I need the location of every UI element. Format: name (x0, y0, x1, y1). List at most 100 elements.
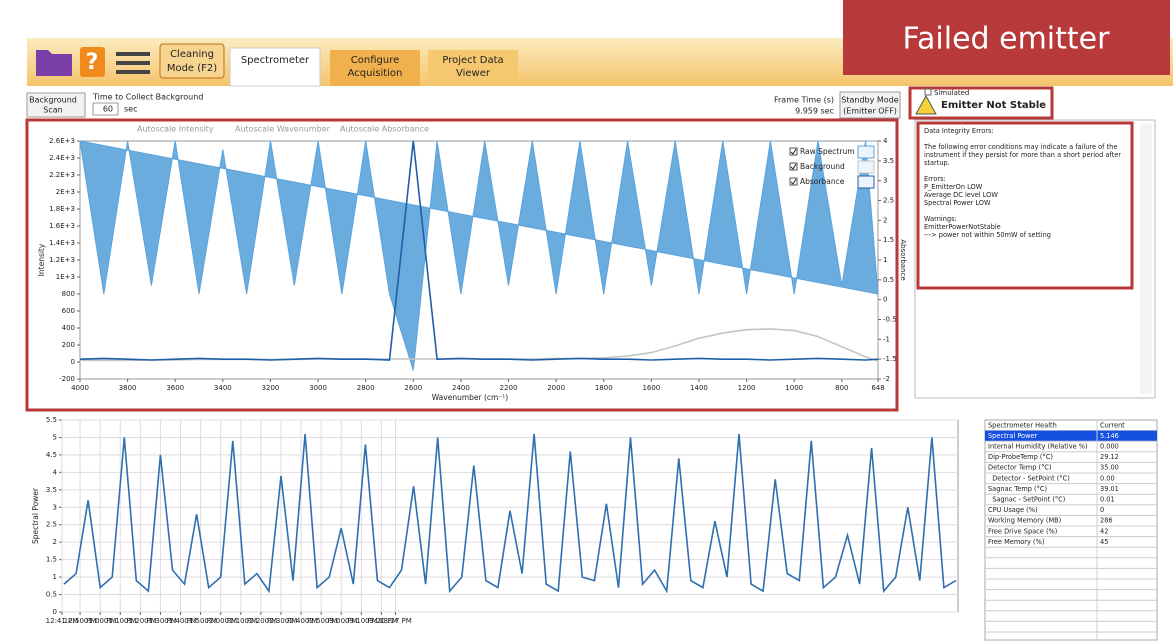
x-tick-label: 648 (871, 384, 884, 392)
table-cell: Internal Humidity (Relative %) (988, 443, 1088, 451)
annotation: Failed emitter (903, 22, 1111, 57)
table-cell: Working Memory (MB) (988, 517, 1061, 525)
table-cell: 45 (1100, 538, 1108, 546)
x-tick-label: 2800 (357, 384, 375, 392)
table-cell: Free Memory (%) (988, 538, 1044, 546)
legend-label: Raw Spectrum (800, 147, 855, 156)
x-tick-label: 1400 (690, 384, 708, 392)
table-cell: Sagnac Temp (°C) (988, 485, 1047, 493)
legend-check (790, 163, 797, 170)
y-tick-label: 2.4E+3 (49, 154, 75, 162)
message-line: Errors: (924, 175, 946, 183)
checkbox[interactable] (924, 88, 932, 96)
line (79, 140, 879, 361)
table-header: Current (1100, 422, 1125, 430)
x-tick-label: 02:30 PM (265, 617, 298, 625)
y-tick-label: 0.5 (46, 591, 57, 599)
tab-active[interactable] (229, 47, 321, 87)
x-tick-label: 01:20 PM (124, 617, 157, 625)
table-cell: 35.00 (1100, 464, 1119, 472)
plot-area (61, 419, 959, 613)
annotation-box (843, 0, 1170, 75)
menu-icon[interactable] (116, 52, 150, 74)
open-icon[interactable] (36, 50, 72, 76)
x-tick-label: 3800 (119, 384, 137, 392)
y-tick-label: -200 (59, 375, 75, 383)
y-tick-label: 1.8E+3 (49, 205, 75, 213)
line (63, 433, 957, 594)
legend-swatch (857, 145, 875, 159)
table-cell: 39.01 (1100, 485, 1119, 493)
table-cell: CPU Usage (%) (988, 506, 1038, 514)
y2-tick-label: 3 (883, 177, 887, 185)
tab[interactable] (330, 50, 420, 86)
y2-tick-label: 0.5 (883, 276, 894, 284)
x-tick-label: 03:10 PM (345, 617, 378, 625)
y-tick-label: 5 (53, 433, 57, 441)
table-cell: 0.000 (1100, 443, 1119, 451)
table-cell: Free Drive Space (%) (988, 527, 1057, 535)
scrollbar[interactable] (1140, 124, 1152, 394)
time-value: 60 (103, 105, 113, 114)
x-tick-label: 12:50 PM (64, 617, 97, 625)
y-tick-label: 4.5 (46, 451, 57, 459)
table-cell: Detector - SetPoint (°C) (988, 474, 1070, 482)
legend-label: Background (800, 162, 845, 171)
y-tick-label: 5.5 (46, 416, 57, 424)
y-tick-label: 2E+3 (56, 188, 75, 196)
y-axis-title: Intensity (37, 243, 46, 276)
help-icon[interactable] (80, 47, 105, 77)
tab-label: Spectrometer (241, 55, 310, 66)
x-tick-label: 3200 (262, 384, 280, 392)
button-label: Background (29, 96, 77, 105)
x-tick-label: 2200 (500, 384, 518, 392)
time-input[interactable] (92, 102, 119, 116)
message-line: Spectral Power LOW (924, 199, 991, 207)
cleaning-mode-button[interactable] (159, 43, 225, 79)
x-tick-label: 02:40 PM (285, 617, 318, 625)
y-tick-label: 0 (53, 608, 57, 616)
x-tick-label: 01:00 PM (84, 617, 117, 625)
x-tick-label: 1600 (642, 384, 660, 392)
y2-tick-label: -0.5 (883, 316, 897, 324)
background-scan-button[interactable] (26, 92, 86, 118)
table-cell: 0.00 (1100, 474, 1115, 482)
button-label: (Emitter OFF) (843, 107, 897, 116)
legend-label: Absorbance (800, 177, 845, 186)
legend-checkbox[interactable] (789, 147, 798, 156)
x-tick-label: 1200 (738, 384, 756, 392)
message-line: Data Integrity Errors: (924, 127, 994, 135)
label: Simulated (934, 89, 969, 97)
table-cell: Spectral Power (988, 432, 1038, 440)
tool-label[interactable]: Autoscale Intensity (137, 125, 214, 134)
standby-button[interactable] (839, 91, 901, 119)
label: Frame Time (s) (774, 96, 834, 105)
tool-label[interactable]: Autoscale Absorbance (340, 125, 429, 134)
time-unit[interactable]: sec (124, 105, 138, 114)
y-tick-label: 2.5 (46, 521, 57, 529)
y-tick-label: 1E+3 (56, 273, 75, 281)
y2-tick-label: 1.5 (883, 236, 894, 244)
tool-label[interactable]: Autoscale Wavenumber (235, 125, 331, 134)
table-cell: Sagnac - SetPoint (°C) (988, 496, 1065, 504)
tab[interactable] (428, 50, 518, 86)
x-tick-label: 01:10 PM (104, 617, 137, 625)
x-tick-label: 02:50 PM (305, 617, 338, 625)
message-line: P_EmitterOn LOW (924, 183, 983, 191)
legend-checkbox[interactable] (789, 177, 798, 186)
legend-checkbox[interactable] (789, 162, 798, 171)
message-line: startup. (924, 159, 950, 167)
button-label: Mode (F2) (167, 63, 217, 74)
y-tick-label: 2 (53, 538, 57, 546)
y-tick-label: 800 (62, 290, 75, 298)
y2-tick-label: 4 (883, 137, 888, 145)
y2-tick-label: 1 (883, 256, 887, 264)
message-line: instrument if they persist for more than… (924, 151, 1121, 159)
y-tick-label: 0 (71, 358, 75, 366)
y-tick-label: 1.4E+3 (49, 239, 75, 247)
y2-tick-label: -2 (883, 375, 890, 383)
y-axis-title: Spectral Power (31, 487, 40, 544)
x-tick-label: 02:10 PM (224, 617, 257, 625)
x-tick-label: 01:50 PM (184, 617, 217, 625)
